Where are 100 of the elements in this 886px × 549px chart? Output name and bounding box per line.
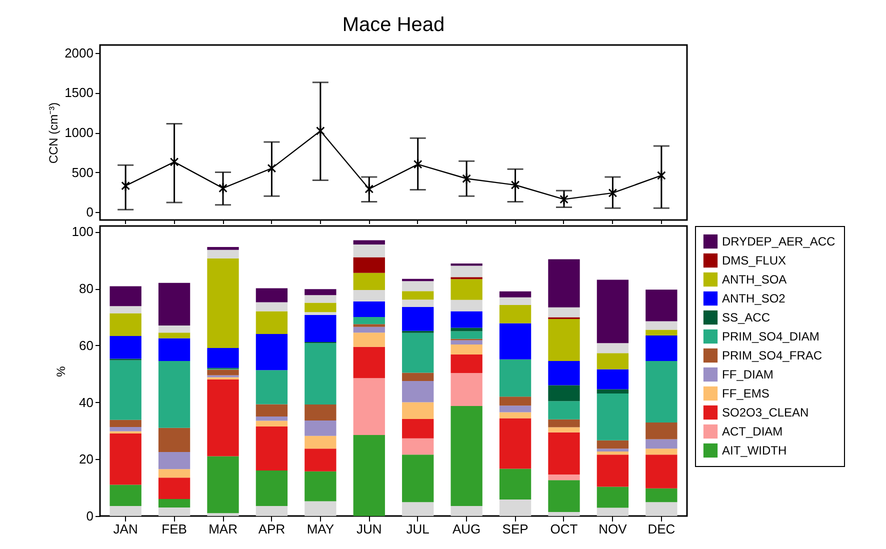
bar xyxy=(304,314,336,342)
point xyxy=(121,180,130,192)
bar xyxy=(110,427,142,432)
bar xyxy=(353,332,385,347)
bar xyxy=(353,326,385,333)
legend-label: SO2O3_CLEAN xyxy=(722,406,809,420)
bar xyxy=(256,420,288,426)
bar xyxy=(110,484,142,506)
legend-label: PRIM_SO4_DIAM xyxy=(722,330,820,344)
bar xyxy=(402,332,434,373)
bar xyxy=(450,279,482,300)
bar xyxy=(158,332,190,338)
bar xyxy=(110,434,142,485)
y-tick-label: 500 xyxy=(72,164,94,180)
bar xyxy=(450,506,482,516)
bar xyxy=(402,402,434,420)
bar xyxy=(304,436,336,449)
bar xyxy=(450,344,482,355)
point xyxy=(364,182,374,195)
bar xyxy=(646,488,678,502)
bar xyxy=(353,290,385,302)
bar xyxy=(158,326,190,333)
bar xyxy=(596,454,629,487)
bar xyxy=(548,512,580,516)
bar xyxy=(353,257,385,273)
bar xyxy=(304,420,336,436)
bar xyxy=(499,406,532,412)
bar xyxy=(450,406,482,506)
y-tick-label: 100 xyxy=(72,224,94,240)
x-tick-label: SEP xyxy=(502,522,528,536)
bar xyxy=(304,289,336,296)
bar xyxy=(646,361,678,422)
bar xyxy=(450,340,482,345)
legend-label: ANTH_SOA xyxy=(722,272,787,286)
y-tick-label: 0 xyxy=(86,204,94,220)
bar xyxy=(450,354,482,373)
bar xyxy=(304,448,336,472)
bar xyxy=(450,266,482,278)
bar xyxy=(548,361,580,386)
x-tick-label: OCT xyxy=(550,522,578,536)
bar xyxy=(596,343,629,354)
bar xyxy=(596,353,629,370)
bar xyxy=(256,370,288,404)
bar xyxy=(646,448,678,455)
bar xyxy=(499,468,532,500)
bar xyxy=(158,498,190,508)
x-tick-label: DEC xyxy=(648,522,676,536)
x-tick-label: AUG xyxy=(452,522,481,536)
x-tick-label: FEB xyxy=(162,522,187,536)
bar xyxy=(207,258,239,348)
bar xyxy=(450,311,482,328)
legend-label: DMS_FLUX xyxy=(722,254,786,268)
y-tick-label: 20 xyxy=(79,452,94,467)
bar xyxy=(353,272,385,290)
bar xyxy=(596,389,629,394)
bar xyxy=(158,469,190,478)
bar xyxy=(158,282,190,326)
bar xyxy=(304,295,336,303)
bar xyxy=(256,416,288,421)
legend-label: DRYDEP_AER_ACC xyxy=(722,234,836,248)
point xyxy=(560,193,568,206)
bar xyxy=(110,360,142,420)
bar xyxy=(646,439,678,449)
bar xyxy=(548,432,580,474)
y-tick-label: 1000 xyxy=(64,125,94,140)
bar xyxy=(110,336,142,359)
bar xyxy=(256,506,288,516)
bar xyxy=(158,428,190,452)
legend-label: ANTH_SO2 xyxy=(722,292,786,306)
bar xyxy=(548,401,580,420)
bar xyxy=(402,300,434,308)
bar xyxy=(304,501,336,516)
bar xyxy=(402,419,434,438)
bar xyxy=(402,281,434,292)
legend-label: AIT_WIDTH xyxy=(722,444,787,458)
bar xyxy=(499,291,532,298)
bar xyxy=(256,470,288,506)
bar xyxy=(304,312,336,315)
chart-title: Mace Head xyxy=(342,14,445,36)
x-tick-label: JAN xyxy=(113,522,138,536)
bar xyxy=(256,404,288,416)
bar xyxy=(596,451,629,455)
bar xyxy=(499,500,532,516)
bar xyxy=(548,474,580,480)
bar xyxy=(353,434,385,516)
bar xyxy=(596,440,629,449)
bar xyxy=(646,502,678,516)
bar xyxy=(207,250,239,258)
legend-label: SS_ACC xyxy=(722,310,770,324)
bar xyxy=(110,420,142,428)
bar xyxy=(548,419,580,428)
y-tick-label: 2000 xyxy=(64,45,94,60)
bar xyxy=(548,427,580,432)
bar xyxy=(450,300,482,312)
bar xyxy=(402,438,434,455)
bar xyxy=(207,247,239,250)
point xyxy=(267,162,276,174)
bar xyxy=(499,297,532,306)
bar xyxy=(304,404,336,420)
y-tick-label: 0 xyxy=(86,508,94,524)
